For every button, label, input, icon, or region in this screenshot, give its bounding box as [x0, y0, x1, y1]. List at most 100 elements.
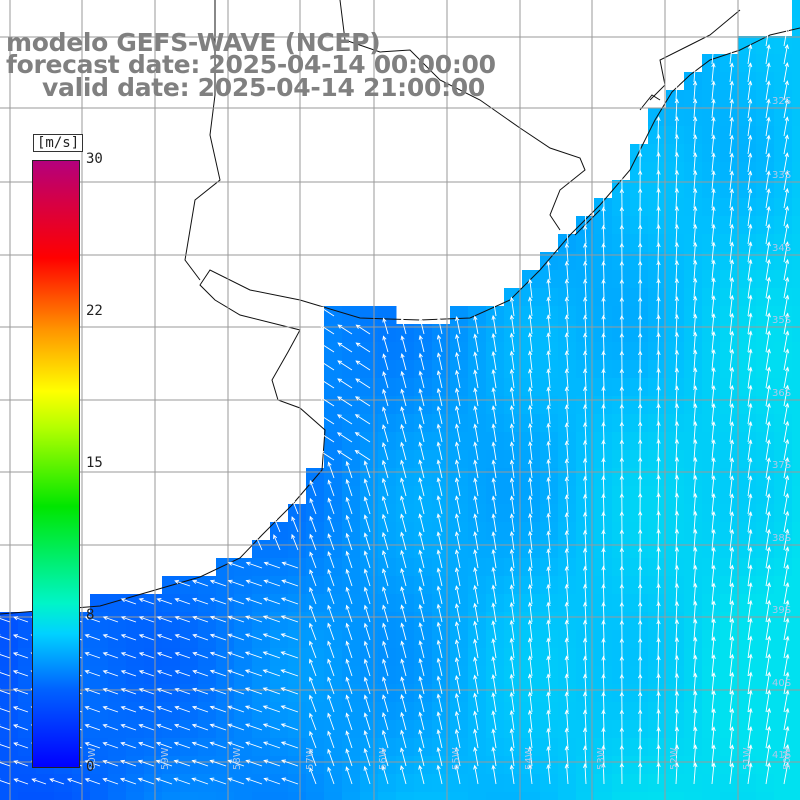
wind-arrow [174, 723, 191, 731]
speed-cell [702, 576, 721, 595]
wind-arrow [711, 690, 716, 713]
speed-cell [270, 792, 289, 800]
speed-cell [432, 342, 451, 361]
wind-arrow [345, 676, 353, 695]
wind-arrow [509, 368, 515, 389]
wind-arrow [527, 601, 533, 623]
wind-arrow [174, 579, 191, 587]
speed-cell [522, 576, 541, 595]
speed-cell [666, 756, 685, 775]
wind-arrow [455, 333, 461, 353]
speed-cell [144, 702, 163, 721]
wind-arrow [244, 687, 263, 695]
speed-cell [540, 468, 559, 487]
speed-cell [450, 504, 469, 523]
speed-cell [414, 666, 433, 685]
wind-arrow [436, 423, 443, 443]
speed-cell [684, 162, 703, 181]
wind-arrow [291, 533, 299, 551]
speed-cell [234, 774, 253, 793]
speed-cell [324, 504, 343, 523]
speed-cell [108, 684, 127, 703]
speed-cell [360, 594, 379, 613]
speed-cell [18, 774, 37, 793]
wind-arrow [638, 546, 643, 569]
speed-cell [432, 774, 451, 793]
wind-arrow [747, 152, 753, 173]
wind-arrow [528, 332, 533, 353]
wind-arrow [765, 43, 771, 65]
speed-cell [270, 684, 289, 703]
wind-arrow [509, 386, 515, 407]
wind-arrow [436, 746, 443, 767]
wind-arrow [638, 565, 643, 587]
wind-arrow [601, 619, 606, 641]
wind-arrow [564, 763, 569, 785]
speed-cell [684, 702, 703, 721]
speed-cell [234, 558, 253, 577]
wind-arrow [711, 708, 716, 731]
speed-cell [288, 756, 307, 775]
speed-cell [342, 792, 361, 800]
speed-cell [720, 630, 739, 649]
wind-arrow [327, 658, 335, 677]
wind-arrow [656, 224, 661, 245]
valid-date: valid date: 2025-04-14 21:00:00 [42, 73, 485, 102]
wind-arrow [711, 726, 716, 749]
wind-arrow [674, 98, 679, 119]
wind-arrow [337, 378, 353, 389]
wind-arrow [473, 710, 479, 731]
speed-cell [684, 288, 703, 307]
wind-arrow [491, 746, 497, 767]
speed-cell [648, 306, 667, 325]
wind-arrow [280, 687, 299, 695]
wind-arrow [674, 187, 679, 209]
speed-cell [756, 720, 775, 739]
wind-arrow [564, 260, 570, 281]
wind-arrow [245, 777, 263, 785]
speed-cell [774, 216, 793, 235]
speed-cell [684, 468, 703, 487]
wind-arrow [765, 510, 771, 533]
wind-arrow [280, 705, 299, 713]
wind-arrow [102, 616, 119, 623]
wind-arrow [436, 477, 443, 497]
wind-arrow [711, 188, 716, 209]
wind-arrow [138, 741, 155, 749]
speed-cell [666, 324, 685, 343]
wind-arrow [638, 368, 643, 389]
wind-arrow [209, 723, 227, 731]
speed-cell [378, 666, 397, 685]
wind-arrow [84, 616, 101, 623]
speed-cell [774, 576, 793, 595]
speed-cell [648, 432, 667, 451]
colorbar [32, 160, 80, 768]
wind-arrow [382, 424, 389, 443]
speed-cell [792, 594, 800, 613]
speed-cell [468, 720, 487, 739]
wind-arrow [138, 723, 155, 731]
speed-cell [630, 234, 649, 253]
wind-arrow [729, 402, 735, 425]
wind-arrow [400, 604, 407, 623]
speed-cell [720, 162, 739, 181]
speed-cell [702, 306, 721, 325]
wind-arrow [327, 533, 335, 551]
wind-arrow [345, 568, 353, 587]
wind-arrow [345, 766, 353, 785]
wind-arrow [102, 759, 119, 767]
speed-cell [666, 198, 685, 217]
speed-cell [450, 378, 469, 397]
wind-arrow [491, 477, 497, 497]
wind-arrow [400, 549, 407, 569]
wind-arrow [711, 98, 716, 119]
wind-arrow [765, 689, 772, 713]
speed-cell [504, 594, 523, 613]
wind-arrow [528, 727, 533, 749]
wind-arrow [765, 457, 771, 479]
speed-cell [450, 720, 469, 739]
speed-cell [252, 612, 271, 631]
wind-arrow [656, 151, 661, 173]
speed-cell [180, 612, 199, 631]
speed-cell [396, 666, 415, 685]
